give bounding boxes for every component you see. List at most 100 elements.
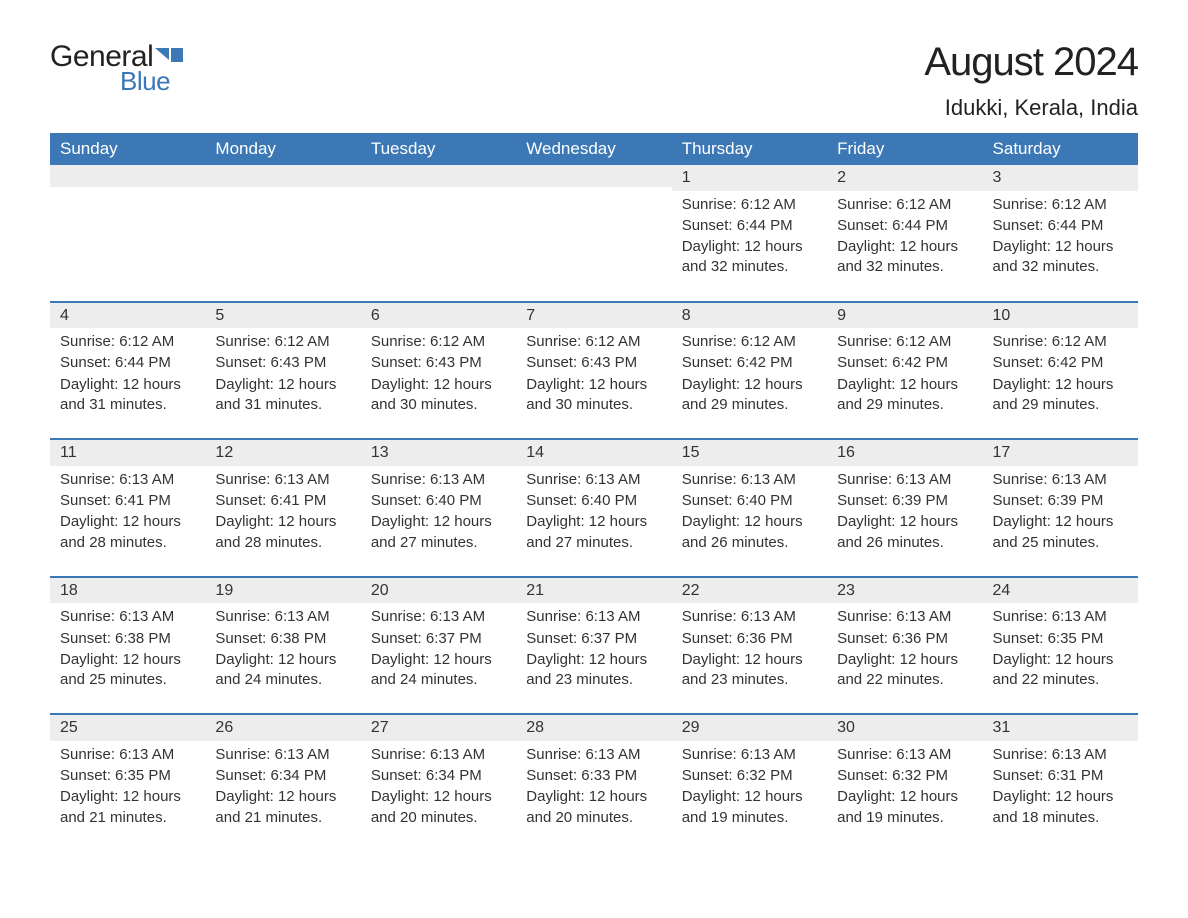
- day-body: Sunrise: 6:13 AMSunset: 6:40 PMDaylight:…: [516, 468, 671, 553]
- day-number: 15: [672, 440, 827, 466]
- sunrise-text: Sunrise: 6:13 AM: [371, 470, 506, 490]
- day-number: 16: [827, 440, 982, 466]
- sunset-text: Sunset: 6:34 PM: [371, 766, 506, 786]
- sunset-text: Sunset: 6:35 PM: [993, 629, 1128, 649]
- day-number: 11: [50, 440, 205, 466]
- day-body: Sunrise: 6:12 AMSunset: 6:43 PMDaylight:…: [361, 330, 516, 415]
- day-body: Sunrise: 6:13 AMSunset: 6:34 PMDaylight:…: [361, 743, 516, 828]
- calendar-week-row: 11Sunrise: 6:13 AMSunset: 6:41 PMDayligh…: [50, 439, 1138, 577]
- sunset-text: Sunset: 6:40 PM: [371, 491, 506, 511]
- sunrise-text: Sunrise: 6:12 AM: [371, 332, 506, 352]
- day-body: Sunrise: 6:13 AMSunset: 6:36 PMDaylight:…: [827, 605, 982, 690]
- day-number: 23: [827, 578, 982, 604]
- sunrise-text: Sunrise: 6:13 AM: [526, 607, 661, 627]
- logo-flag-icon: [155, 48, 183, 66]
- daylight-text: Daylight: 12 hours and 23 minutes.: [526, 650, 661, 691]
- calendar-day-cell: 21Sunrise: 6:13 AMSunset: 6:37 PMDayligh…: [516, 577, 671, 715]
- sunrise-text: Sunrise: 6:13 AM: [60, 745, 195, 765]
- sunset-text: Sunset: 6:41 PM: [60, 491, 195, 511]
- weekday-header: Wednesday: [516, 133, 671, 165]
- day-number: 4: [50, 303, 205, 329]
- calendar-day-cell: 16Sunrise: 6:13 AMSunset: 6:39 PMDayligh…: [827, 439, 982, 577]
- daylight-text: Daylight: 12 hours and 30 minutes.: [371, 375, 506, 416]
- calendar-day-cell: 24Sunrise: 6:13 AMSunset: 6:35 PMDayligh…: [983, 577, 1138, 715]
- title-block: August 2024 Idukki, Kerala, India: [924, 40, 1138, 121]
- day-number: 27: [361, 715, 516, 741]
- month-title: August 2024: [924, 40, 1138, 85]
- sunset-text: Sunset: 6:37 PM: [526, 629, 661, 649]
- day-body: Sunrise: 6:13 AMSunset: 6:40 PMDaylight:…: [361, 468, 516, 553]
- sunset-text: Sunset: 6:35 PM: [60, 766, 195, 786]
- day-number: 20: [361, 578, 516, 604]
- day-number: [50, 165, 205, 187]
- daylight-text: Daylight: 12 hours and 26 minutes.: [682, 512, 817, 553]
- calendar-day-cell: 9Sunrise: 6:12 AMSunset: 6:42 PMDaylight…: [827, 302, 982, 440]
- calendar-day-cell: 8Sunrise: 6:12 AMSunset: 6:42 PMDaylight…: [672, 302, 827, 440]
- day-number: 13: [361, 440, 516, 466]
- daylight-text: Daylight: 12 hours and 29 minutes.: [837, 375, 972, 416]
- weekday-header: Sunday: [50, 133, 205, 165]
- calendar-day-cell: 5Sunrise: 6:12 AMSunset: 6:43 PMDaylight…: [205, 302, 360, 440]
- day-number: 24: [983, 578, 1138, 604]
- day-number: [205, 165, 360, 187]
- daylight-text: Daylight: 12 hours and 21 minutes.: [60, 787, 195, 828]
- daylight-text: Daylight: 12 hours and 28 minutes.: [60, 512, 195, 553]
- daylight-text: Daylight: 12 hours and 29 minutes.: [993, 375, 1128, 416]
- sunset-text: Sunset: 6:43 PM: [371, 353, 506, 373]
- weekday-header: Tuesday: [361, 133, 516, 165]
- day-body: Sunrise: 6:13 AMSunset: 6:35 PMDaylight:…: [983, 605, 1138, 690]
- daylight-text: Daylight: 12 hours and 31 minutes.: [215, 375, 350, 416]
- calendar-day-cell: 28Sunrise: 6:13 AMSunset: 6:33 PMDayligh…: [516, 714, 671, 851]
- day-body: Sunrise: 6:13 AMSunset: 6:31 PMDaylight:…: [983, 743, 1138, 828]
- sunrise-text: Sunrise: 6:12 AM: [682, 332, 817, 352]
- sunrise-text: Sunrise: 6:13 AM: [215, 607, 350, 627]
- day-body: Sunrise: 6:12 AMSunset: 6:44 PMDaylight:…: [827, 193, 982, 278]
- daylight-text: Daylight: 12 hours and 30 minutes.: [526, 375, 661, 416]
- day-number: 6: [361, 303, 516, 329]
- sunset-text: Sunset: 6:42 PM: [837, 353, 972, 373]
- day-body: Sunrise: 6:13 AMSunset: 6:32 PMDaylight:…: [827, 743, 982, 828]
- calendar-day-cell: 15Sunrise: 6:13 AMSunset: 6:40 PMDayligh…: [672, 439, 827, 577]
- calendar-week-row: 18Sunrise: 6:13 AMSunset: 6:38 PMDayligh…: [50, 577, 1138, 715]
- day-body: Sunrise: 6:12 AMSunset: 6:44 PMDaylight:…: [672, 193, 827, 278]
- sunset-text: Sunset: 6:43 PM: [215, 353, 350, 373]
- sunset-text: Sunset: 6:44 PM: [682, 216, 817, 236]
- sunrise-text: Sunrise: 6:12 AM: [993, 195, 1128, 215]
- calendar-day-cell: 17Sunrise: 6:13 AMSunset: 6:39 PMDayligh…: [983, 439, 1138, 577]
- calendar-day-cell: 12Sunrise: 6:13 AMSunset: 6:41 PMDayligh…: [205, 439, 360, 577]
- calendar-day-cell: [50, 165, 205, 302]
- day-number: 22: [672, 578, 827, 604]
- day-number: 29: [672, 715, 827, 741]
- calendar-day-cell: 26Sunrise: 6:13 AMSunset: 6:34 PMDayligh…: [205, 714, 360, 851]
- sunset-text: Sunset: 6:39 PM: [837, 491, 972, 511]
- sunrise-text: Sunrise: 6:12 AM: [215, 332, 350, 352]
- sunset-text: Sunset: 6:32 PM: [682, 766, 817, 786]
- sunrise-text: Sunrise: 6:13 AM: [60, 470, 195, 490]
- day-number: 14: [516, 440, 671, 466]
- sunset-text: Sunset: 6:42 PM: [993, 353, 1128, 373]
- day-number: 12: [205, 440, 360, 466]
- sunset-text: Sunset: 6:44 PM: [837, 216, 972, 236]
- weekday-header: Friday: [827, 133, 982, 165]
- day-body: Sunrise: 6:13 AMSunset: 6:37 PMDaylight:…: [361, 605, 516, 690]
- daylight-text: Daylight: 12 hours and 32 minutes.: [837, 237, 972, 278]
- sunset-text: Sunset: 6:44 PM: [60, 353, 195, 373]
- daylight-text: Daylight: 12 hours and 20 minutes.: [371, 787, 506, 828]
- day-body: Sunrise: 6:13 AMSunset: 6:33 PMDaylight:…: [516, 743, 671, 828]
- calendar-day-cell: 13Sunrise: 6:13 AMSunset: 6:40 PMDayligh…: [361, 439, 516, 577]
- calendar-day-cell: 14Sunrise: 6:13 AMSunset: 6:40 PMDayligh…: [516, 439, 671, 577]
- weekday-header: Monday: [205, 133, 360, 165]
- day-body: Sunrise: 6:13 AMSunset: 6:41 PMDaylight:…: [50, 468, 205, 553]
- day-number: 26: [205, 715, 360, 741]
- day-number: 19: [205, 578, 360, 604]
- day-number: 28: [516, 715, 671, 741]
- sunrise-text: Sunrise: 6:13 AM: [215, 470, 350, 490]
- logo: General Blue: [50, 40, 183, 97]
- day-number: 7: [516, 303, 671, 329]
- calendar-day-cell: 4Sunrise: 6:12 AMSunset: 6:44 PMDaylight…: [50, 302, 205, 440]
- day-body: Sunrise: 6:13 AMSunset: 6:32 PMDaylight:…: [672, 743, 827, 828]
- calendar-day-cell: 19Sunrise: 6:13 AMSunset: 6:38 PMDayligh…: [205, 577, 360, 715]
- daylight-text: Daylight: 12 hours and 27 minutes.: [526, 512, 661, 553]
- sunset-text: Sunset: 6:38 PM: [215, 629, 350, 649]
- daylight-text: Daylight: 12 hours and 19 minutes.: [682, 787, 817, 828]
